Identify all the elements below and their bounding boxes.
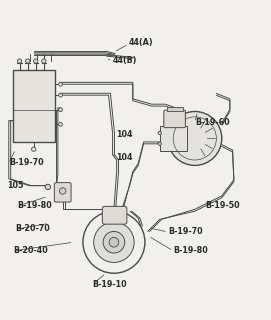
Text: 104: 104	[117, 153, 133, 162]
FancyBboxPatch shape	[164, 110, 185, 128]
Circle shape	[42, 59, 46, 63]
Circle shape	[59, 93, 62, 97]
Text: 44(A): 44(A)	[129, 38, 153, 47]
Text: 105: 105	[7, 181, 24, 190]
Text: B-19-80: B-19-80	[173, 246, 208, 255]
Circle shape	[94, 222, 134, 262]
Circle shape	[25, 59, 30, 63]
Text: 104: 104	[117, 130, 133, 139]
Text: 44(B): 44(B)	[112, 56, 137, 65]
Circle shape	[103, 231, 125, 253]
Circle shape	[31, 147, 36, 151]
Circle shape	[59, 122, 62, 126]
Text: B-19-10: B-19-10	[92, 280, 127, 289]
Bar	[166, 107, 183, 111]
Circle shape	[59, 108, 62, 112]
Circle shape	[158, 132, 162, 135]
Circle shape	[168, 111, 222, 165]
FancyBboxPatch shape	[54, 183, 71, 202]
Circle shape	[158, 142, 162, 146]
Circle shape	[45, 184, 51, 190]
Bar	[13, 70, 55, 142]
Circle shape	[59, 82, 62, 86]
Text: B-19-70: B-19-70	[9, 158, 43, 167]
Circle shape	[34, 59, 38, 63]
Bar	[160, 126, 187, 151]
Circle shape	[17, 59, 22, 63]
Text: B-20-70: B-20-70	[15, 224, 50, 233]
Text: B-19-80: B-19-80	[17, 201, 51, 210]
Text: B-19-50: B-19-50	[206, 201, 240, 210]
Circle shape	[59, 188, 66, 194]
FancyBboxPatch shape	[102, 206, 127, 224]
Text: B-19-70: B-19-70	[168, 227, 202, 236]
Text: B-19-60: B-19-60	[195, 118, 230, 127]
Circle shape	[109, 237, 119, 247]
Text: B-20-40: B-20-40	[13, 246, 48, 255]
